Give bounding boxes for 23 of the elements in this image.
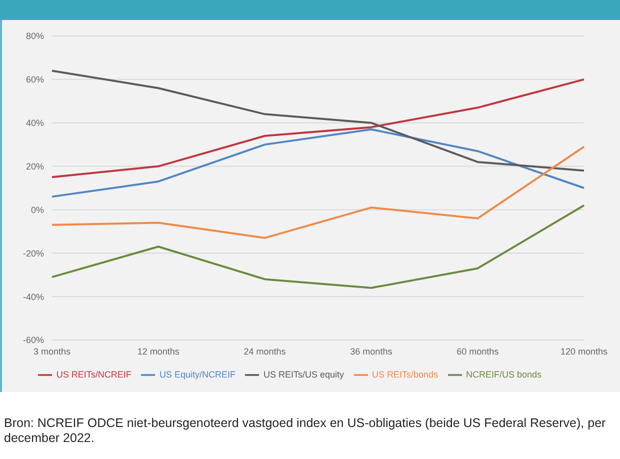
x-tick-label: 24 months xyxy=(244,346,286,356)
legend-label: US REITs/bonds xyxy=(372,369,438,380)
line-series xyxy=(51,204,585,289)
y-tick-label: 60% xyxy=(26,74,44,85)
legend-label: NCREIF/US bonds xyxy=(466,369,542,380)
text: Bron: NCREIF ODCE niet-beursgenoteerd vastgoed index en US-obligaties (beide US Federal Reserve), per december 2022. xyxy=(4,416,607,446)
y-tick-label: 0% xyxy=(30,204,44,215)
y-tick-label: -60% xyxy=(22,335,44,346)
x-tick-label: 120 months xyxy=(560,346,608,356)
y-tick-label: 20% xyxy=(26,161,44,172)
y-tick-label: -40% xyxy=(22,292,44,302)
x-tick-label: 60 months xyxy=(456,346,500,356)
legend-label: US REITs/NCREIF xyxy=(56,369,132,380)
x-tick-label: 12 months xyxy=(137,346,180,356)
line-series xyxy=(51,146,585,239)
line-series xyxy=(51,128,585,198)
legend-label: US Equity/NCREIF xyxy=(159,369,236,380)
legend-label: US REITs/US equity xyxy=(263,369,344,380)
y-tick-label: 40% xyxy=(26,118,44,128)
y-tick-label: -20% xyxy=(22,248,44,258)
x-tick-label: 3 months xyxy=(33,346,72,356)
x-tick-label: 36 months xyxy=(350,346,393,356)
y-tick-label: 80% xyxy=(26,31,44,42)
